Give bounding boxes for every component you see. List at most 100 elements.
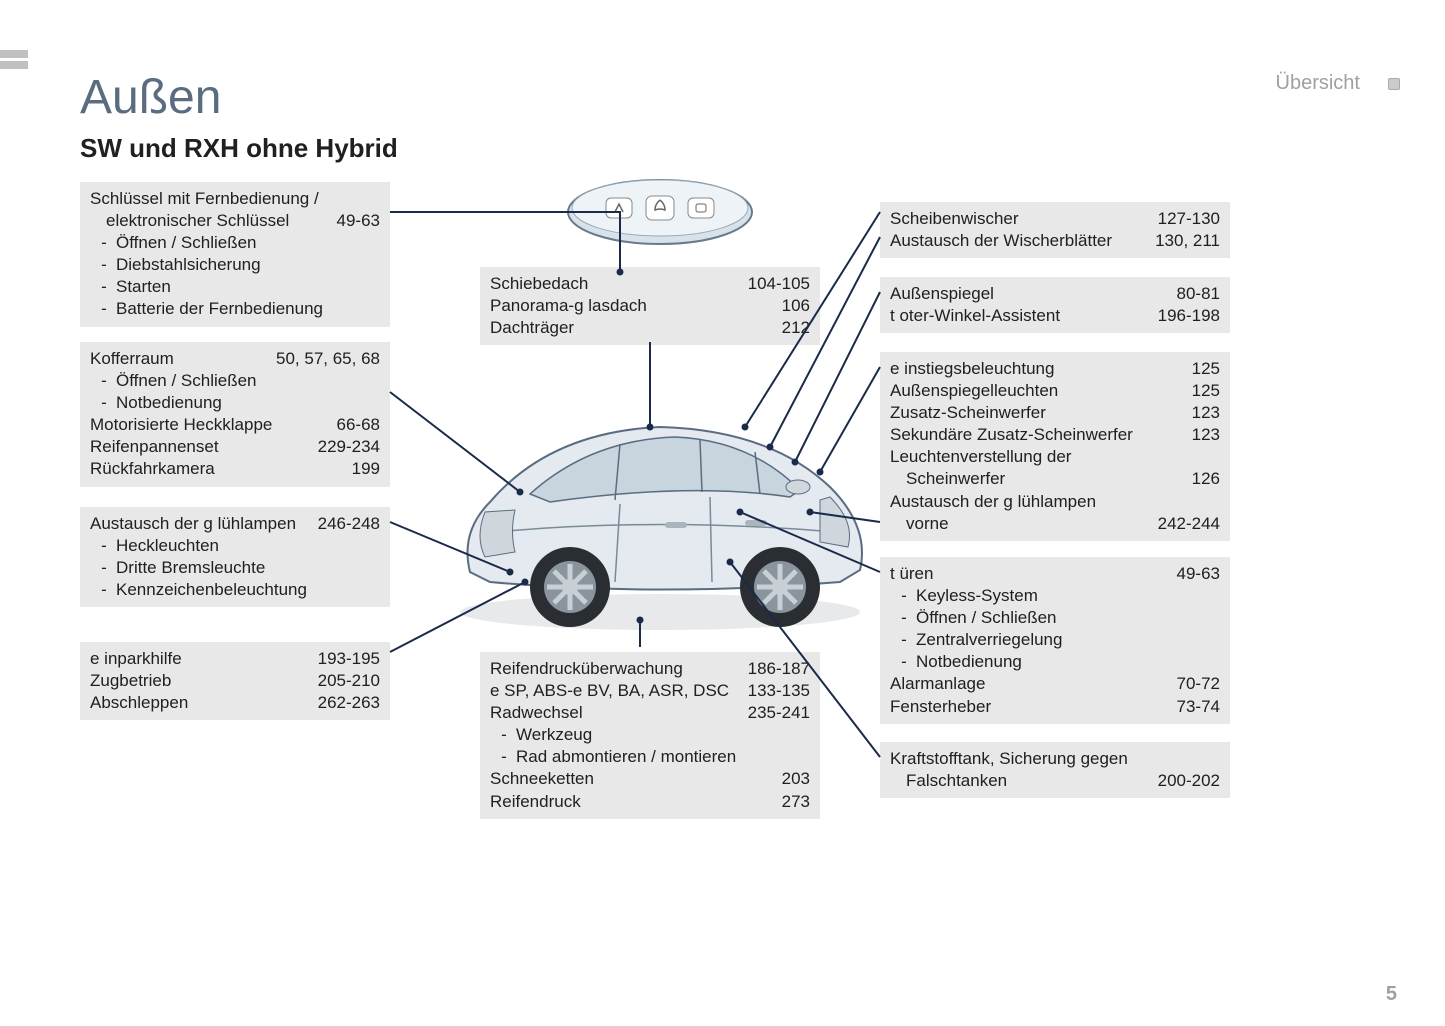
info-label: Außenspiegelleuchten [890,380,1058,402]
info-label: Reifendrucküberwachung [490,658,683,680]
info-label: Zugbetrieb [90,670,171,692]
info-label: Zusatz-Scheinwerfer [890,402,1046,424]
info-row: Leuchtenverstellung der [890,446,1220,468]
info-row: Außenspiegel 80-81 [890,283,1220,305]
info-label: Scheibenwischer [890,208,1019,230]
info-pages: 123 [1184,424,1220,446]
info-pages: 203 [774,768,810,790]
info-label: elektronischer Schlüssel [90,210,289,232]
car-illustration [440,382,880,642]
info-row: Austausch der g lühlampen [890,491,1220,513]
manual-page: Übersicht Außen SW und RXH ohne Hybrid [0,0,1445,1026]
info-pages: 66-68 [329,414,380,436]
info-row: Scheinwerfer126 [890,468,1220,490]
info-box: e instiegsbeleuchtung125Außenspiegelleuc… [880,352,1230,541]
info-pages: 49-63 [329,210,380,232]
info-row: elektronischer Schlüssel 49-63 [90,210,380,232]
info-label: Abschleppen [90,692,188,714]
page-subtitle: SW und RXH ohne Hybrid [80,133,1365,164]
info-row: Außenspiegelleuchten 125 [890,380,1220,402]
info-label: Kofferraum [90,348,174,370]
info-pages: 199 [344,458,380,480]
info-label: Schlüssel mit Fernbedienung / [90,188,319,210]
side-tabs [0,50,28,72]
info-subitem: Heckleuchten [92,535,380,557]
info-subitem: Batterie der Fernbedienung [92,298,380,320]
info-label: t üren [890,563,933,585]
info-row: Dachträger 212 [490,317,810,339]
info-subitem: Starten [92,276,380,298]
info-label: Alarmanlage [890,673,985,695]
info-label: Außenspiegel [890,283,994,305]
info-row: Reifendrucküberwachung 186-187 [490,658,810,680]
info-pages: 49-63 [1169,563,1220,585]
info-pages: 212 [774,317,810,339]
info-pages: 123 [1184,402,1220,424]
info-row: Kraftstofftank, Sicherung gegen [890,748,1220,770]
info-label: Dachträger [490,317,574,339]
info-row: Motorisierte Heckklappe66-68 [90,414,380,436]
info-label: Austausch der g lühlampen [90,513,296,535]
info-label: Rückfahrkamera [90,458,215,480]
info-row: Schlüssel mit Fernbedienung / [90,188,380,210]
page-title: Außen [80,70,1365,125]
info-label: Leuchtenverstellung der [890,446,1071,468]
info-row: Sekundäre Zusatz-Scheinwerfer123 [890,424,1220,446]
info-label: Kraftstofftank, Sicherung gegen [890,748,1128,770]
info-label: e inparkhilfe [90,648,182,670]
info-pages: 125 [1184,380,1220,402]
info-row: Zugbetrieb 205-210 [90,670,380,692]
chapter-label: Übersicht [1276,72,1360,95]
info-label: Falschtanken [890,770,1007,792]
info-pages: 235-241 [740,702,810,724]
info-box: Außenspiegel 80-81 t oter-Winkel-Assistent… [880,277,1230,333]
chapter-marker [1388,78,1400,90]
diagram-content: Schlüssel mit Fernbedienung /elektronisc… [80,182,1365,982]
info-subitem: Dritte Bremsleuchte [92,557,380,579]
info-pages: 127-130 [1150,208,1220,230]
info-pages: 205-210 [310,670,380,692]
info-row: Rückfahrkamera 199 [90,458,380,480]
info-label: Reifenpannenset [90,436,219,458]
info-pages: 70-72 [1169,673,1220,695]
info-pages: 273 [774,791,810,813]
info-row: Reifendruck 273 [490,791,810,813]
info-row: Schneeketten 203 [490,768,810,790]
info-label: e instiegsbeleuchtung [890,358,1054,380]
info-row: Scheibenwischer 127-130 [890,208,1220,230]
info-row: Panorama-g lasdach106 [490,295,810,317]
info-label: Radwechsel [490,702,583,724]
info-label: Austausch der Wischerblätter [890,230,1112,252]
info-label: Schneeketten [490,768,594,790]
info-box: e inparkhilfe193-195Zugbetrieb205-210Abs… [80,642,390,720]
info-label: Austausch der g lühlampen [890,491,1096,513]
info-row: Reifenpannenset229-234 [90,436,380,458]
info-pages: 242-244 [1150,513,1220,535]
info-row: t üren 49-63 [890,563,1220,585]
info-row: vorne 242-244 [890,513,1220,535]
key-fob-illustration [560,172,760,252]
info-pages: 125 [1184,358,1220,380]
info-label: vorne [890,513,949,535]
info-subitem: Öffnen / Schließen [92,370,380,392]
info-pages: 130, 211 [1147,230,1220,252]
info-pages: 73-74 [1169,696,1220,718]
info-label: Panorama-g lasdach [490,295,647,317]
info-box: Reifendrucküberwachung186-187e SP, ABS-e… [480,652,820,819]
info-row: Abschleppen262-263 [90,692,380,714]
info-box: Kraftstofftank, Sicherung gegenFalschtan… [880,742,1230,798]
info-label: Reifendruck [490,791,581,813]
info-subitem: Rad abmontieren / montieren [492,746,810,768]
info-row: Austausch der Wischerblätter 130, 211 [890,230,1220,252]
info-box: Schlüssel mit Fernbedienung /elektronisc… [80,182,390,327]
info-pages: 186-187 [740,658,810,680]
info-pages: 50, 57, 65, 68 [268,348,380,370]
info-row: Fensterheber73-74 [890,696,1220,718]
info-row: Falschtanken200-202 [890,770,1220,792]
info-pages: 80-81 [1169,283,1220,305]
info-pages: 126 [1184,468,1220,490]
info-row: e instiegsbeleuchtung 125 [890,358,1220,380]
info-label: t oter-Winkel-Assistent [890,305,1060,327]
info-label: Schiebedach [490,273,588,295]
info-pages: 196-198 [1150,305,1220,327]
